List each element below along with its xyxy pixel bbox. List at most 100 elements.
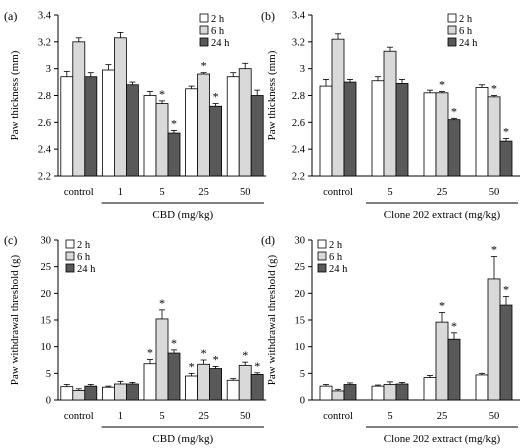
bar — [423, 92, 437, 177]
legend: 2 h6 h24 h — [199, 13, 230, 49]
y-tick-label: 2.4 — [38, 145, 52, 156]
bar — [319, 385, 333, 401]
y-tick-label: 0 — [46, 396, 51, 407]
bar — [499, 140, 513, 177]
legend-label: 2 h — [211, 14, 225, 25]
y-tick-label: 2.2 — [38, 172, 51, 183]
bar — [143, 95, 157, 177]
significance-star: * — [213, 352, 219, 366]
panel-label: (d) — [261, 233, 275, 247]
x-tick-label: 1 — [118, 187, 123, 198]
bar — [72, 41, 86, 177]
y-tick-label: 2.2 — [292, 172, 305, 183]
x-tick-label: 1 — [118, 411, 123, 422]
bar — [143, 363, 157, 401]
y-tick-label: 0 — [300, 396, 305, 407]
significance-star: * — [171, 336, 177, 350]
chart-panel-2: (b) 2.2 2.4 2.6 2.8 3 3.2 3.4 Paw thickness (mm)… — [261, 9, 520, 221]
y-tick-label: 30 — [41, 236, 52, 247]
legend-swatch — [317, 239, 327, 249]
bar — [435, 321, 449, 401]
legend-swatch — [317, 263, 327, 273]
x-axis-title: Clone 202 extract (mg/kg) — [384, 433, 501, 445]
significance-star: * — [503, 124, 509, 138]
bar — [423, 377, 437, 401]
legend-label: 24 h — [459, 38, 478, 49]
legend-swatch — [447, 13, 457, 23]
legend-label: 24 h — [211, 38, 230, 49]
bar — [250, 373, 264, 401]
bar — [72, 389, 86, 401]
legend-label: 24 h — [77, 264, 96, 275]
significance-star: * — [439, 299, 445, 313]
y-tick-label: 2.8 — [292, 91, 305, 102]
significance-star: * — [189, 359, 195, 373]
y-tick-label: 20 — [41, 289, 52, 300]
bar — [238, 68, 252, 177]
bar — [226, 76, 240, 177]
significance-star: * — [242, 348, 248, 362]
panel-label: (c) — [4, 233, 17, 247]
bar — [331, 390, 345, 401]
significance-star: * — [451, 104, 457, 118]
x-tick-label: control — [323, 187, 353, 198]
y-tick-label: 2.6 — [292, 118, 305, 129]
y-tick-label: 2.6 — [38, 118, 51, 129]
legend-swatch — [199, 25, 209, 35]
x-tick-label: control — [323, 411, 353, 422]
x-tick-label: 5 — [159, 411, 164, 422]
bar — [395, 83, 409, 177]
legend-swatch — [317, 251, 327, 261]
y-tick-label: 20 — [295, 289, 306, 300]
bar — [319, 85, 333, 177]
x-tick-label: 5 — [159, 187, 164, 198]
y-axis-title: Paw withdrawal threshold (g) — [9, 254, 21, 385]
x-tick-label: 25 — [198, 187, 209, 198]
legend-label: 24 h — [329, 264, 348, 275]
legend-label: 2 h — [459, 14, 473, 25]
x-tick-label: 25 — [437, 187, 448, 198]
legend-label: 2 h — [329, 240, 343, 251]
y-axis-title: Paw thickness (mm) — [9, 50, 21, 140]
legend-label: 6 h — [459, 26, 473, 37]
bar — [197, 73, 211, 177]
bar — [435, 92, 449, 177]
legend-label: 6 h — [329, 252, 343, 263]
bar — [155, 318, 169, 401]
x-axis-title: CBD (mg/kg) — [152, 209, 213, 221]
significance-star: * — [451, 319, 457, 333]
bar — [383, 50, 397, 177]
bar — [167, 132, 181, 177]
bar — [114, 37, 127, 177]
y-tick-label: 3 — [300, 64, 305, 75]
legend-label: 2 h — [77, 240, 91, 251]
bar — [102, 386, 115, 401]
bar — [60, 76, 74, 177]
bar — [487, 96, 501, 177]
y-tick-label: 15 — [295, 316, 306, 327]
x-tick-label: control — [64, 187, 94, 198]
y-tick-label: 3.4 — [292, 11, 306, 22]
bar — [475, 87, 489, 177]
bar — [343, 81, 357, 177]
panel-label: (a) — [4, 9, 17, 23]
bar — [185, 375, 199, 401]
x-tick-label: 50 — [489, 411, 500, 422]
y-tick-label: 10 — [41, 342, 52, 353]
bar — [209, 368, 223, 401]
significance-star: * — [147, 345, 153, 359]
y-tick-label: 5 — [46, 369, 51, 380]
bar — [126, 383, 139, 401]
bar — [371, 385, 385, 401]
significance-star: * — [201, 346, 207, 360]
bar — [102, 69, 115, 177]
bar — [250, 95, 264, 177]
legend-swatch — [447, 37, 457, 47]
legend-swatch — [199, 37, 209, 47]
y-tick-label: 3.2 — [38, 37, 51, 48]
y-tick-label: 5 — [300, 369, 305, 380]
legend: 2 h6 h24 h — [317, 239, 348, 275]
x-axis-title: Clone 202 extract (mg/kg) — [384, 209, 501, 221]
x-tick-label: 5 — [387, 187, 392, 198]
bar — [226, 379, 240, 401]
